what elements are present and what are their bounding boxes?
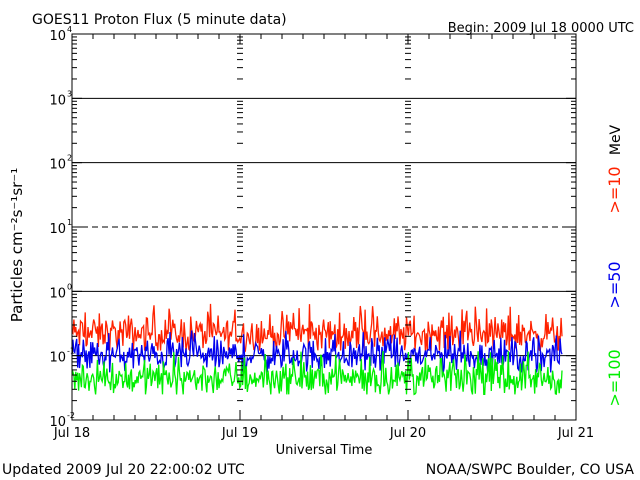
- svg-text:-2: -2: [67, 411, 75, 420]
- series-line-1: [71, 330, 563, 373]
- series-layer: [71, 303, 563, 396]
- y-tick-label: 10 1: [49, 218, 72, 237]
- x-axis-label: Universal Time: [276, 443, 373, 458]
- y-tick-label: 10 2: [49, 154, 72, 173]
- tick-layer: [71, 34, 577, 421]
- chart-title: GOES11 Proton Flux (5 minute data): [32, 12, 287, 28]
- legend-entry: >=50: [605, 261, 624, 308]
- svg-text:10: 10: [49, 222, 66, 237]
- x-tick-label: Jul 19: [221, 426, 258, 441]
- y-tick-label: 10 -1: [49, 347, 75, 366]
- svg-text:1: 1: [67, 218, 72, 227]
- legend-entry: >=10: [605, 166, 624, 213]
- svg-text:-1: -1: [67, 347, 75, 356]
- svg-text:10: 10: [49, 29, 66, 44]
- legend: MeV >=10 >=50 >=100: [605, 124, 624, 406]
- y-tick-label: 10 4: [49, 25, 72, 44]
- legend-entry: >=100: [605, 349, 624, 406]
- credit-text: NOAA/SWPC Boulder, CO USA: [426, 462, 635, 478]
- svg-text:10: 10: [49, 93, 66, 108]
- series-line-2: [71, 350, 563, 396]
- svg-text:10: 10: [49, 351, 66, 366]
- grid-layer: [72, 97, 576, 357]
- svg-text:10: 10: [49, 158, 66, 173]
- x-tick-labels: Jul 18 Jul 19 Jul 20 Jul 21: [53, 426, 594, 441]
- legend-unit: MeV: [608, 124, 624, 155]
- svg-text:10: 10: [49, 415, 66, 430]
- begin-date: Begin: 2009 Jul 18 0000 UTC: [448, 21, 634, 36]
- svg-text:2: 2: [67, 154, 72, 163]
- updated-timestamp: Updated 2009 Jul 20 22:00:02 UTC: [2, 462, 245, 478]
- svg-text:0: 0: [67, 282, 72, 291]
- series-line-0: [71, 303, 563, 353]
- svg-text:3: 3: [67, 89, 72, 98]
- x-tick-label: Jul 20: [389, 426, 426, 441]
- y-axis-label: Particles cm⁻²s⁻¹sr⁻¹: [8, 168, 26, 322]
- x-tick-label: Jul 21: [557, 426, 594, 441]
- x-tick-label: Jul 18: [53, 426, 90, 441]
- y-tick-label: 10 3: [49, 89, 72, 108]
- y-tick-label: 10 0: [49, 282, 72, 301]
- svg-text:10: 10: [49, 286, 66, 301]
- y-tick-label: 10 -2: [49, 411, 75, 430]
- svg-text:4: 4: [67, 25, 72, 34]
- plot-frame: [71, 33, 577, 421]
